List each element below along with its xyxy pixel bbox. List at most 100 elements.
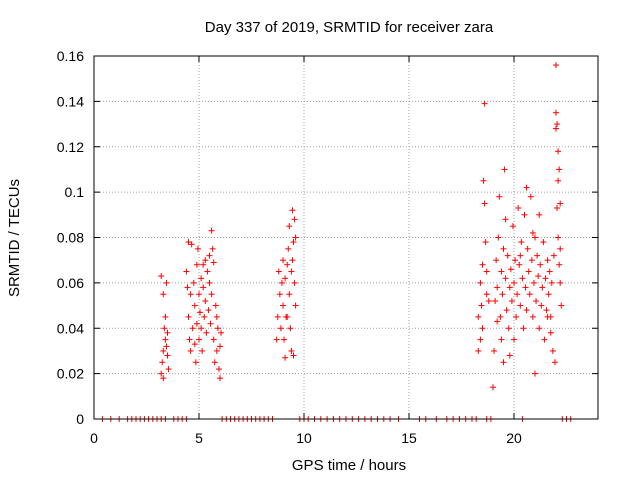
data-point [499, 291, 506, 298]
data-point [165, 366, 172, 373]
data-point [495, 234, 502, 241]
data-point [190, 279, 197, 286]
data-point [164, 329, 171, 336]
data-point [517, 302, 524, 309]
data-point [187, 291, 194, 298]
data-point [541, 336, 548, 343]
data-point [158, 370, 165, 377]
data-point [506, 284, 513, 291]
data-point [477, 336, 484, 343]
data-point [557, 245, 564, 252]
data-point [193, 261, 200, 268]
data-point [160, 291, 167, 298]
data-point [192, 359, 199, 366]
y-tick-label: 0.12 [57, 139, 84, 155]
data-point [205, 307, 212, 314]
data-point [492, 298, 499, 305]
data-point [480, 177, 487, 184]
data-point [549, 347, 556, 354]
y-tick-label: 0 [76, 411, 84, 427]
data-point [546, 268, 553, 275]
data-point [553, 109, 559, 116]
data-point [517, 252, 524, 259]
data-point [214, 325, 221, 332]
data-point [189, 325, 196, 332]
data-point [512, 257, 519, 264]
data-point [506, 352, 513, 359]
data-point [490, 384, 496, 391]
data-point [187, 347, 194, 354]
grid-lines [94, 56, 598, 419]
data-point [162, 336, 169, 343]
data-point [540, 239, 547, 246]
data-point [292, 302, 299, 309]
data-point [536, 211, 543, 218]
data-point [277, 325, 284, 332]
data-point [538, 302, 545, 309]
data-point [285, 245, 292, 252]
data-point [544, 257, 551, 264]
x-tick-label: 5 [195, 430, 203, 446]
x-tick-label: 0 [90, 430, 98, 446]
data-point [290, 239, 297, 246]
data-point [211, 359, 218, 366]
data-point [160, 375, 167, 382]
data-point [274, 313, 281, 320]
data-point [548, 279, 555, 286]
data-point [539, 284, 546, 291]
data-point [493, 257, 500, 264]
data-point [478, 302, 485, 309]
data-point [196, 291, 202, 298]
y-tick-label: 0.06 [57, 275, 84, 291]
data-point [206, 252, 213, 259]
data-point [197, 309, 204, 316]
data-point [208, 227, 215, 234]
data-point [196, 336, 202, 343]
data-point [529, 313, 536, 320]
data-point [522, 284, 529, 291]
data-point [286, 223, 293, 230]
data-point [273, 336, 280, 343]
data-point [191, 302, 198, 309]
data-point [275, 268, 282, 275]
y-tick-label: 0.08 [57, 230, 84, 246]
data-point [290, 352, 297, 359]
data-point [160, 347, 167, 354]
data-point [475, 313, 482, 320]
data-point [537, 261, 544, 268]
data-point [483, 268, 490, 275]
data-point [159, 359, 166, 366]
data-point [193, 320, 200, 327]
data-point [532, 234, 538, 241]
data-point [501, 166, 508, 173]
data-point [554, 121, 561, 128]
y-axis-label: SRMTID / TECUs [6, 179, 23, 297]
data-point [212, 302, 219, 309]
data-point [511, 279, 517, 286]
data-point [556, 166, 563, 173]
data-point [555, 148, 562, 155]
data-point [291, 279, 298, 286]
data-point [544, 313, 551, 320]
data-point [200, 261, 207, 268]
data-point [201, 313, 208, 320]
data-point [555, 177, 562, 184]
x-tick-label: 10 [296, 430, 312, 446]
data-point [208, 291, 215, 298]
data-point [543, 307, 550, 314]
data-point [535, 273, 542, 280]
data-point [504, 252, 511, 259]
data-point [498, 336, 505, 343]
data-point [291, 216, 298, 223]
data-point [508, 298, 515, 305]
data-point [507, 266, 514, 273]
data-point [542, 275, 549, 282]
data-point [191, 341, 198, 348]
data-point [282, 354, 289, 361]
data-point [528, 257, 535, 264]
data-point [497, 313, 504, 320]
data-points [99, 62, 574, 422]
chart-title: Day 337 of 2019, SRMTID for receiver zar… [205, 19, 494, 36]
data-point [555, 234, 562, 241]
data-point [514, 291, 521, 298]
